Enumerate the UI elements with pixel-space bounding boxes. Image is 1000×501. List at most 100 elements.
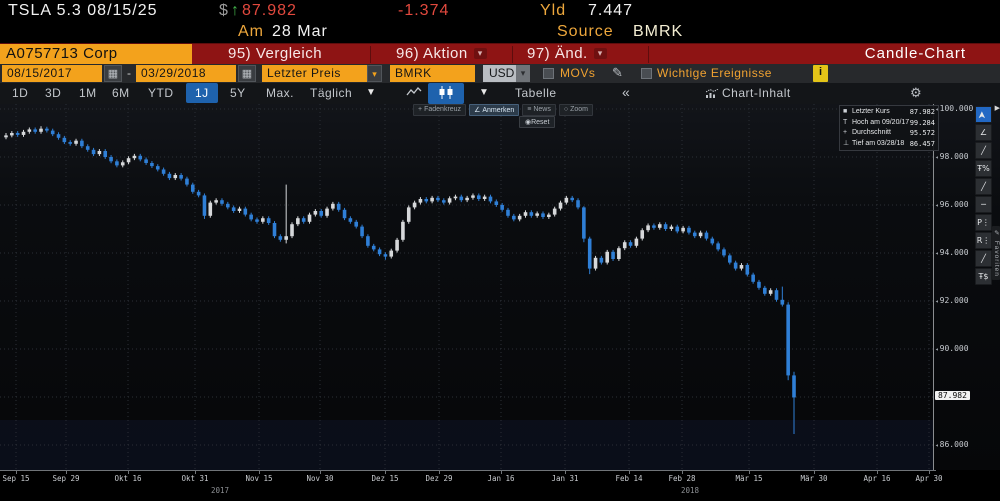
candle-body [190,184,195,192]
chart-tools-overlay: + Fadenkreuz ∠ Anmerken ≡ News ○ Zoom [413,104,593,116]
candle-body [698,232,703,237]
tab-range-6m[interactable]: 6M [112,86,130,100]
candle-body [558,202,563,209]
candle-body [15,133,20,135]
benchmark-field[interactable]: BMRK [390,65,475,82]
security-field[interactable]: A0757713 Corp [0,44,192,65]
draw-line-icon[interactable]: ∠ [975,124,992,141]
collapse-button[interactable]: « [622,84,631,100]
candle-body [657,224,662,228]
candle-body [249,214,253,220]
candle-body [622,242,627,249]
price-type-select[interactable]: Letzter Preis [262,65,367,82]
events-label: Wichtige Ereignisse [657,66,772,80]
price-axis: ◂86.000 ◂90.000 ◂92.000 ◂94.000 ◂96.000 ◂98.0… [933,104,978,470]
chevron-right-icon[interactable]: ▶ [994,105,1000,112]
candle-body [418,199,423,203]
candle-body [745,265,750,275]
favorites-tab[interactable]: ✎ Favoriten [992,226,1000,280]
candle-body [640,230,645,239]
calendar-icon[interactable]: ▦ [104,65,122,82]
legend-row: + Durchschnitt 95.572 [843,129,935,137]
tab-range-ytd[interactable]: YTD [148,86,174,100]
tab-range-1j[interactable]: 1J [186,83,218,103]
candle-body [617,248,621,259]
tab-range-max[interactable]: Max. [266,86,295,100]
chart-content-icon [705,88,719,98]
time-tick-mark [929,470,930,474]
zoom-tool-button[interactable]: ○ Zoom [558,104,593,116]
currency-select[interactable]: USD [483,65,521,82]
chevron-down-icon[interactable]: ▾ [516,65,530,82]
movs-checkbox[interactable] [543,68,554,79]
field-toolbar: 08/15/2017 ▦ - 03/29/2018 ▦ Letzter Prei… [0,64,1000,83]
time-tick-label: Feb 28 [668,474,696,483]
time-tick-mark [16,470,17,474]
tab-range-1m[interactable]: 1M [79,86,97,100]
info-icon[interactable]: i [813,65,828,82]
menu-item[interactable]: 97) Änd. ▾ [527,44,607,65]
time-tick-mark [749,470,750,474]
annotate-tool-button[interactable]: ∠ Anmerken [469,104,520,116]
candle-body [296,218,300,225]
table-button[interactable]: Tabelle [515,86,557,100]
candle-body [50,130,55,135]
chevron-down-icon[interactable]: ▾ [593,48,607,59]
drawing-toolbar: ➤ ∠ ╱ Ŧ% ╱ ─ P⋮ R⋮ ╱ Ŧ$ [975,106,993,286]
menu-item[interactable]: 96) Aktion ▾ [396,44,487,65]
trend-channel-icon[interactable]: ╱ [975,178,992,195]
menu-item[interactable]: 95) Vergleich [228,45,323,62]
cursor-icon[interactable]: ➤ [975,106,992,123]
chevron-down-icon[interactable]: ▾ [473,48,487,59]
time-tick-label: Sep 29 [52,474,80,483]
chevron-down-icon[interactable]: ▼ [366,87,376,98]
news-tool-button[interactable]: ≡ News [522,104,556,116]
candle-chart-icon[interactable] [428,83,464,104]
candle-body [482,196,487,199]
tab-range-5y[interactable]: 5Y [230,86,246,100]
candle-body [792,375,796,398]
reset-zoom-button[interactable]: ◉Reset [519,116,556,128]
calendar-icon[interactable]: ▦ [238,65,256,82]
date-from-input[interactable]: 08/15/2017 [2,65,102,82]
candle-body [576,200,580,208]
tab-range-1d[interactable]: 1D [12,86,29,100]
candle-body [319,211,323,216]
price-tick-label: ◂98.000 [935,152,969,161]
percent-retracement-icon[interactable]: Ŧ% [975,160,992,177]
ray-line-icon[interactable]: ╱ [975,250,992,267]
candle-body [383,254,388,257]
chart-content-button[interactable]: Chart-Inhalt [705,83,791,104]
candle-body [570,197,574,201]
pencil-icon[interactable]: ✎ [612,65,623,80]
price-retracement-icon[interactable]: Ŧ$ [975,268,992,285]
candle-body [348,218,353,222]
chevron-down-icon[interactable]: ▼ [479,87,489,98]
candle-body [506,209,510,216]
frequency-select[interactable]: Täglich [310,86,353,100]
trend-line-icon[interactable]: ╱ [975,142,992,159]
candle-body [447,198,452,203]
tab-range-3d[interactable]: 3D [45,86,62,100]
candle-body [336,203,341,210]
candle-body [103,151,108,157]
events-checkbox[interactable] [641,68,652,79]
last-price-tag: 87.982 [935,391,970,401]
price-tick-label: ◂86.000 [935,440,969,449]
crosshair-tool-button[interactable]: + Fadenkreuz [413,104,467,116]
horizontal-line-icon[interactable]: ─ [975,196,992,213]
source-value: BMRK [633,23,684,40]
chevron-down-icon[interactable]: ▾ [367,65,382,82]
date-to-input[interactable]: 03/29/2018 [136,65,236,82]
line-chart-icon[interactable] [403,83,425,104]
candle-body [62,137,67,143]
candle-body [68,142,73,144]
candle-body [85,146,90,150]
candle-body [331,203,335,209]
pivot-icon[interactable]: P⋮ [975,214,992,231]
legend-row: T Hoch am 09/20/17 99.284 [843,118,935,127]
gear-icon[interactable]: ⚙ [910,85,922,100]
regression-icon[interactable]: R⋮ [975,232,992,249]
chart-area[interactable]: + Fadenkreuz ∠ Anmerken ≡ News ○ Zoom ◉Reset ■ L… [0,104,1000,474]
price-tick-label: ◂96.000 [935,200,969,209]
